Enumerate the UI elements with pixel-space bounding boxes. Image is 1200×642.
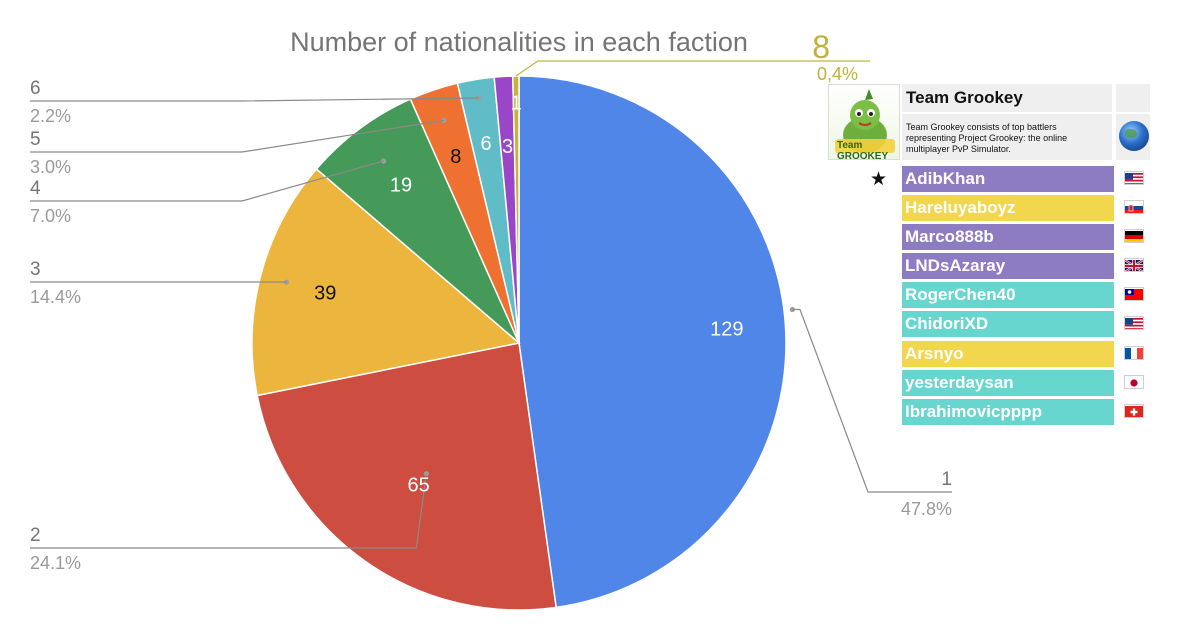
team-description: Team Grookey consists of top battlers re… [902,114,1112,160]
callout-line-4 [30,160,384,202]
player-row: RogerChen40 [828,282,1152,309]
player-name: LNDsAzaray [902,253,1114,280]
callout-pct-1: 47.8% [901,499,952,519]
callout-dot-5 [441,117,447,123]
callout-line-6 [30,97,479,102]
player-name: ChidoriXD [902,311,1114,338]
callout-line-5 [30,119,444,153]
callout-name-8: 8 [812,29,830,65]
callout-pct-6: 2.2% [30,106,71,126]
player-name: Arsnyo [902,340,1114,367]
pie-inner-labels: 129 65 39 19 86 3 1 [314,93,743,497]
callout-name-1: 1 [941,469,952,490]
player-name: Hareluyaboyz [902,195,1114,222]
player-row: Marco888b [828,224,1152,251]
player-row: Arsnyo [828,340,1152,367]
team-logo: Team GROOKEY [828,84,900,160]
chart-title: Number of nationalities in each faction [290,27,748,57]
flag-tw-icon [1124,287,1144,302]
callout-name-4: 4 [30,178,41,199]
captain-star-icon: ★ [870,169,888,190]
header-blank-cell [1116,84,1150,112]
callout-pct-3: 14.4% [30,287,81,307]
slice-value-label-5: 8 [450,146,461,168]
player-row: Hareluyaboyz [828,195,1152,222]
flag-gb-icon [1124,258,1144,273]
flag-fr-icon [1124,345,1144,360]
callout-name-3: 3 [30,259,41,280]
flag-us-icon [1124,171,1144,185]
slice-value-label-2: 65 [407,475,429,497]
flag-de-icon [1124,229,1144,244]
slice-value-label-6: 6 [481,133,492,155]
player-row: ★ AdibKhan [828,166,1152,192]
globe-icon [1119,121,1149,151]
team-logo-text: Team GROOKEY [837,140,889,160]
flag-sk-icon [1124,200,1144,215]
pie-slice-2 [256,342,558,611]
callout-line-8 [515,60,870,77]
flag-us-icon [1124,316,1144,331]
player-name: AdibKhan [902,166,1114,192]
pie-callouts: 147.8%224.1%314.4%47.0%53.0%62.2%80,4% [30,29,952,573]
pie-slice-4 [315,98,520,344]
callout-line-1 [792,308,952,493]
callout-name-6: 6 [30,78,41,99]
pie-slice-3 [251,167,521,397]
callout-pct-5: 3.0% [30,157,71,177]
callout-name-5: 5 [30,129,41,150]
player-row: ChidoriXD [828,311,1152,338]
pie-slices [251,75,787,611]
player-row: yesterdaysan [828,369,1152,396]
flag-jp-icon [1124,374,1144,389]
pie-slice-1 [518,75,787,609]
flag-ch-icon [1124,403,1144,418]
callout-pct-8: 0,4% [817,64,858,84]
player-name: yesterdaysan [902,369,1114,396]
globe-cell [1116,114,1150,160]
slice-value-label-3: 39 [314,282,336,304]
slice-value-label-4: 19 [390,175,412,197]
player-name: RogerChen40 [902,282,1114,309]
slice-value-label-7: 3 [502,136,513,158]
callout-dot-4 [380,158,387,164]
team-title: Team Grookey [902,84,1112,112]
callout-pct-4: 7.0% [30,206,71,226]
player-row: LNDsAzaray [828,253,1152,280]
callout-pct-2: 24.1% [30,553,81,573]
player-name: Marco888b [902,224,1114,251]
player-name: Ibrahimovicpppp [902,398,1114,425]
player-row: Ibrahimovicpppp [828,398,1152,425]
slice-value-label-8: 1 [511,93,522,115]
player-list: ★ AdibKhan Hareluyaboyz Marco888b LNDsAzaray… [828,166,1152,428]
slice-value-label-1: 129 [710,319,743,341]
callout-line-2 [30,473,427,549]
callout-name-2: 2 [30,525,41,546]
